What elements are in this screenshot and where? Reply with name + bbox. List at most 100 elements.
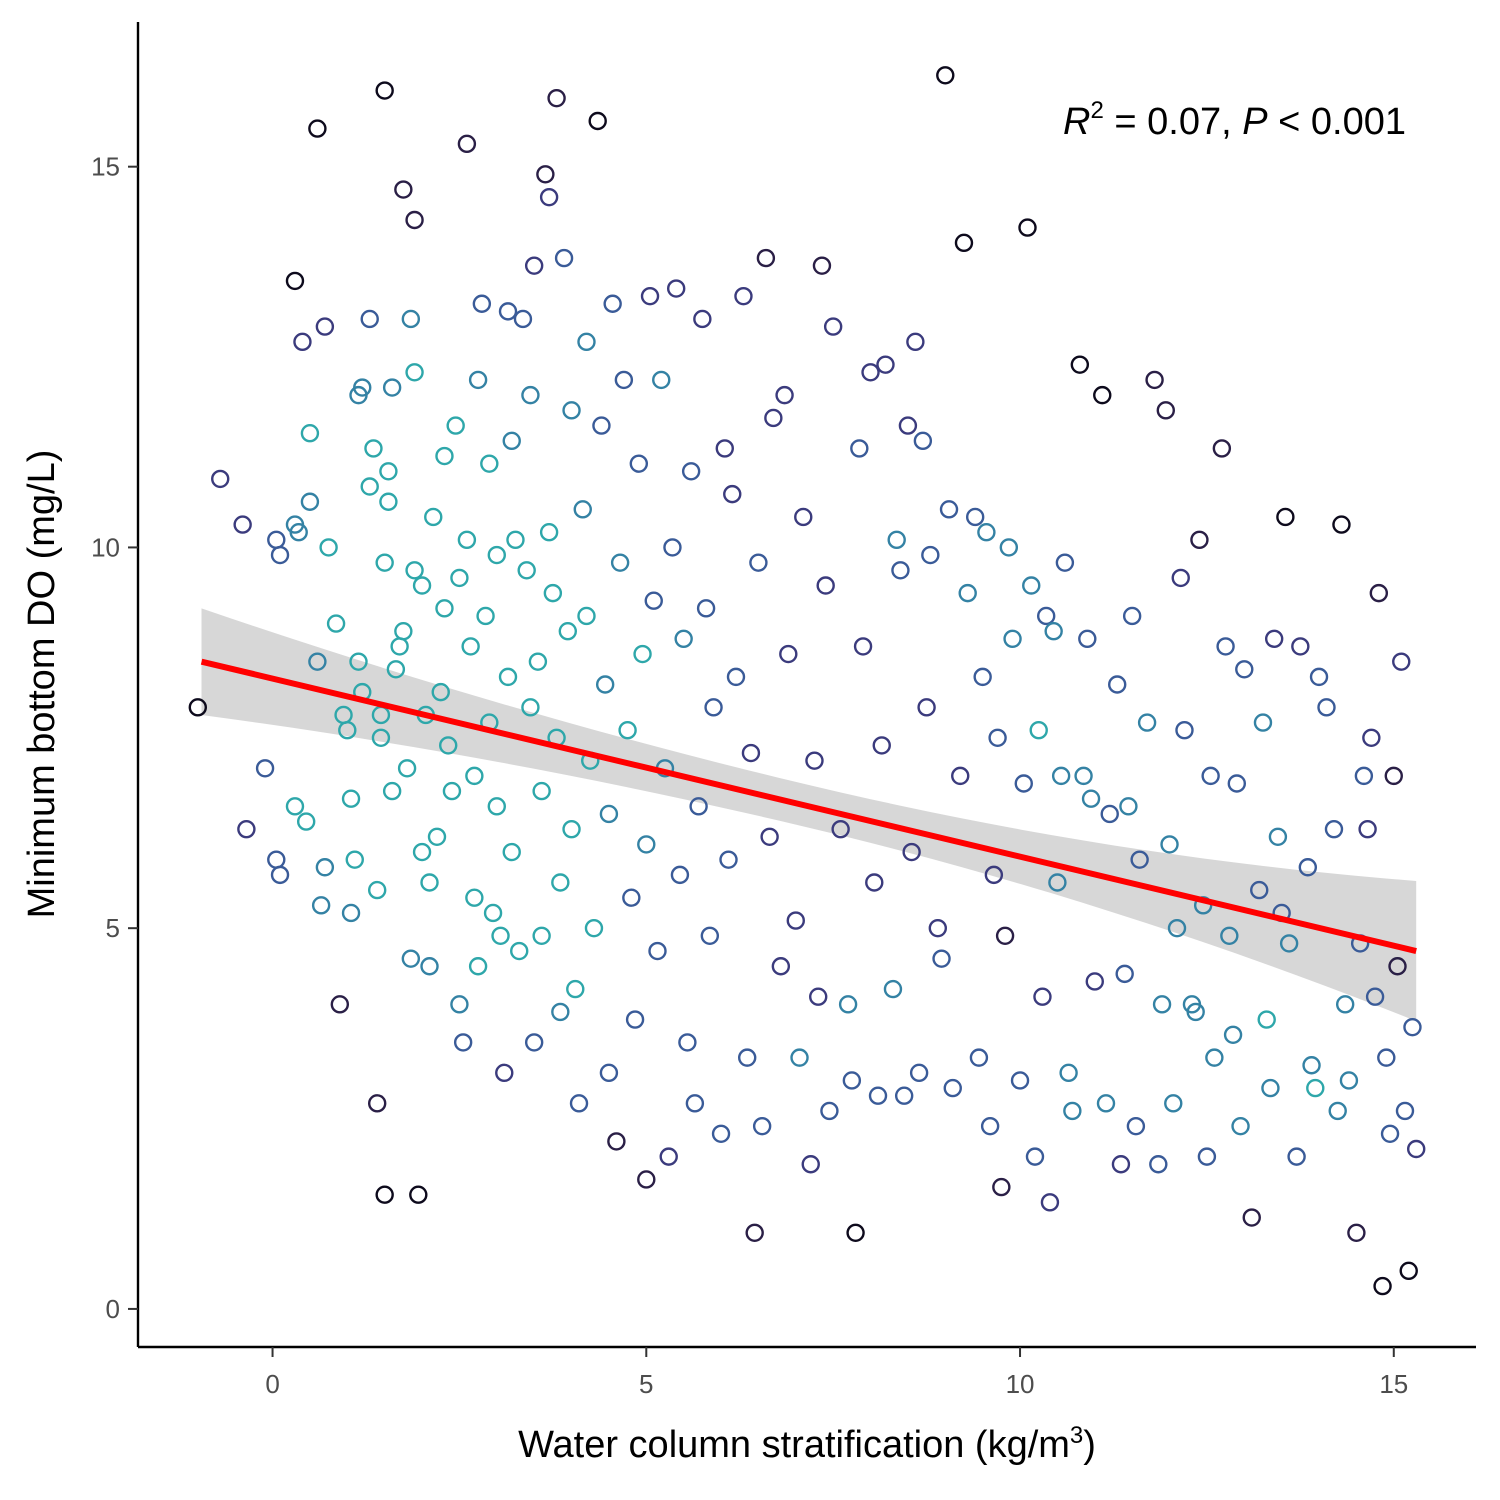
data-point [599,1063,619,1083]
annotation-r-sup: 2 [1090,97,1103,124]
annotation-r-value: = 0.07, [1104,101,1242,143]
data-point [850,439,869,458]
data-point [270,865,290,885]
x-tick-label: 5 [639,1369,653,1399]
data-point [1115,964,1134,984]
data-point [1220,926,1239,945]
data-point [554,248,574,268]
data-point [1317,698,1336,717]
data-point [472,294,492,313]
data-point [521,698,540,717]
data-point [704,698,723,717]
data-point [532,926,551,945]
data-point [375,1185,394,1204]
data-point [936,66,955,85]
data-point [805,751,824,770]
data-point [816,576,835,595]
data-point [779,644,798,664]
data-point [1335,995,1355,1014]
data-point [1261,1078,1280,1098]
data-point [939,500,959,519]
data-point [1111,1155,1131,1174]
y-tick-label: 15 [91,152,120,182]
data-point [1055,553,1075,572]
data-point [820,1101,839,1121]
data-point [360,477,379,496]
data-point [543,583,563,603]
ticks-layer: 0 5 10 15 0 5 10 15 [91,152,1408,1399]
data-point [678,1033,697,1052]
data-point [891,561,910,580]
data-point [401,309,421,329]
data-point [853,637,873,656]
data-point [775,385,794,405]
data-point [741,743,761,763]
data-point [371,728,391,748]
data-point [898,416,918,435]
data-point [681,462,701,481]
data-point [1197,1147,1217,1166]
data-point [965,507,985,527]
data-point [562,819,581,839]
data-point [1074,766,1093,786]
data-point [480,454,499,473]
data-point [1033,987,1052,1006]
data-point [382,781,402,801]
data-point [1377,1048,1396,1067]
data-point [513,309,533,329]
data-point [1149,1155,1168,1174]
data-point [969,1048,989,1067]
data-point [629,454,649,473]
data-point [551,873,570,892]
data-point [483,903,503,923]
data-point [984,865,1004,885]
data-point [435,599,454,618]
data-point [883,979,903,999]
data-point [1078,629,1097,649]
data-point [498,667,518,687]
data-point [1216,637,1235,656]
data-point [476,606,495,626]
data-point [1156,401,1175,420]
data-point [1324,819,1344,839]
data-point [300,492,320,511]
data-point [1257,1010,1276,1029]
x-axis-title-end: ) [1083,1424,1096,1466]
data-point [431,682,450,702]
data-point [1081,789,1101,808]
axes-layer [136,22,1476,1349]
data-point [446,416,465,435]
data-point [401,949,421,968]
data-point [1096,1094,1116,1113]
data-point [868,1086,888,1105]
data-point [749,553,768,572]
data-point [562,401,581,420]
data-point [842,1071,862,1090]
x-tick-label: 15 [1379,1369,1408,1399]
data-point [457,134,477,154]
data-point [566,979,585,999]
data-point [1171,568,1190,588]
data-point [786,911,805,930]
data-point [487,797,506,816]
data-point [1152,995,1172,1014]
data-point [1287,1147,1306,1166]
data-point [308,119,327,138]
data-point [652,370,671,390]
data-point [809,987,828,1006]
data-point [315,858,335,877]
data-point [1306,1078,1325,1098]
data-point [1059,1063,1078,1083]
data-point [1093,385,1112,405]
data-point [270,545,290,565]
data-point [700,926,720,945]
data-point [1036,606,1056,626]
data-point [502,431,521,451]
data-point [1250,880,1269,900]
data-point [812,256,832,275]
data-point [405,561,424,580]
data-point [468,370,488,390]
data-point [1029,720,1048,740]
data-point [599,804,619,824]
data-point [954,233,974,253]
